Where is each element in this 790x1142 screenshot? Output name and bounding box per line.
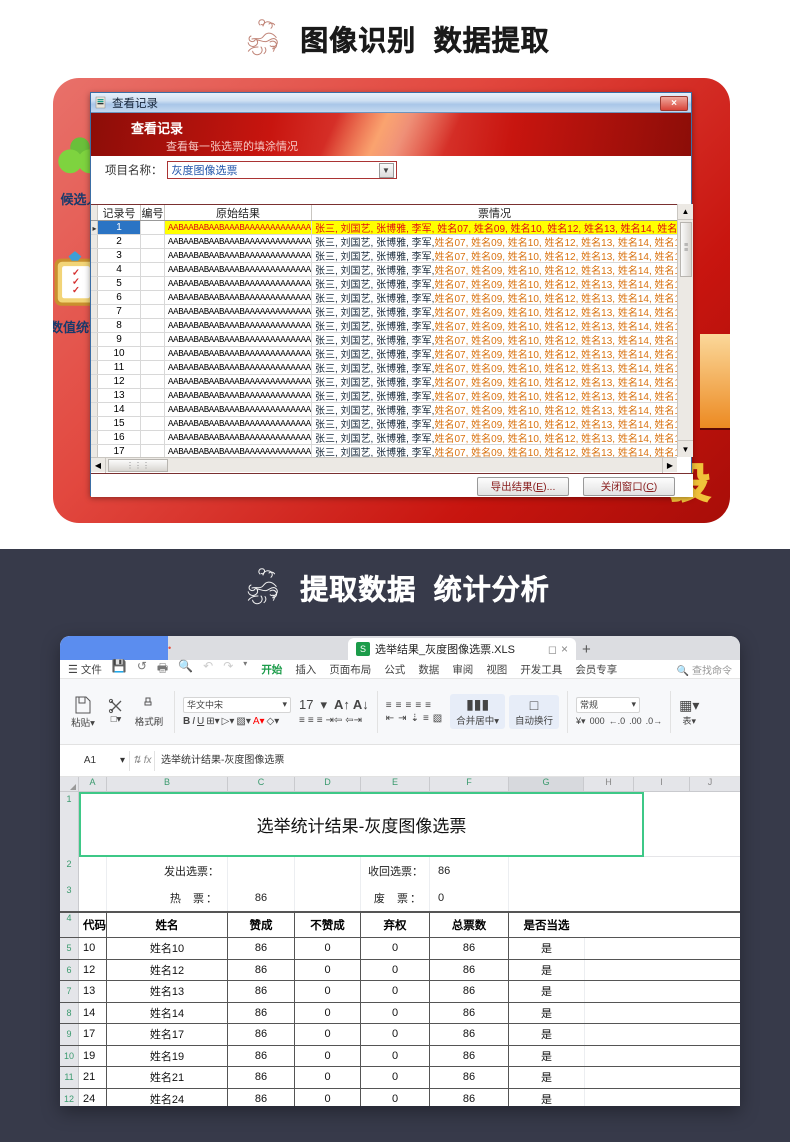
svg-text:✓: ✓ (72, 285, 80, 296)
